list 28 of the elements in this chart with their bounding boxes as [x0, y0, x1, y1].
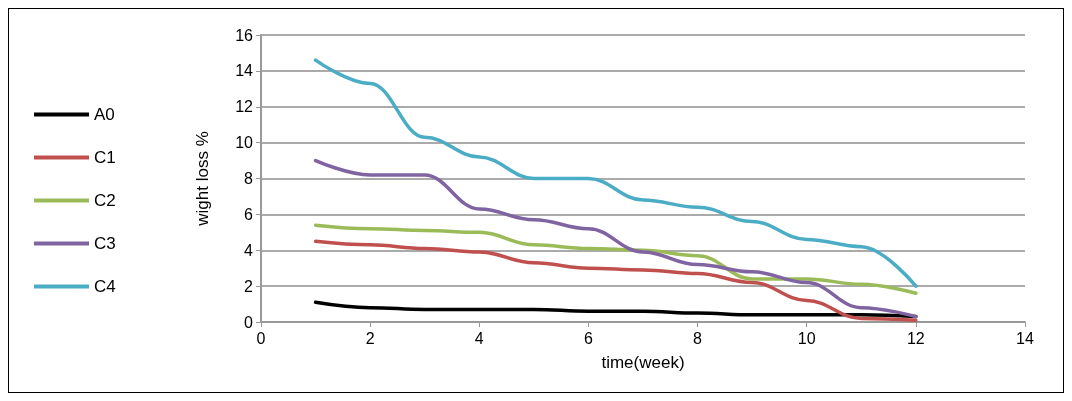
y-tick-label: 8	[244, 170, 254, 187]
x-tick-label: 10	[797, 329, 816, 347]
line-series	[313, 239, 918, 322]
y-tick-label: 14	[235, 62, 254, 80]
line-series	[313, 58, 918, 288]
x-tick-label: 8	[693, 329, 703, 347]
y-tick-label: 2	[244, 277, 254, 295]
line-series	[313, 223, 918, 296]
legend-label: C2	[94, 191, 116, 210]
legend-label: C4	[94, 277, 116, 296]
y-tick-label: 0	[244, 313, 254, 331]
x-tick-label: 2	[365, 329, 375, 347]
line-series	[313, 158, 918, 319]
x-tick-label: 4	[474, 329, 484, 347]
x-tick-label: 12	[906, 329, 925, 347]
legend-label: A0	[94, 105, 115, 124]
y-tick-label: 10	[235, 134, 254, 152]
x-tick-label: 0	[256, 329, 266, 347]
x-tick-label: 14	[1016, 329, 1034, 347]
legend-label: C1	[94, 148, 116, 167]
y-tick-label: 16	[235, 26, 254, 44]
y-tick-label: 12	[235, 98, 254, 116]
x-tick-label: 6	[583, 329, 593, 347]
x-axis-title: time(week)	[601, 353, 685, 372]
y-tick-label: 6	[244, 205, 254, 223]
y-tick-label: 4	[244, 241, 254, 259]
y-axis-title: wight loss %	[193, 131, 212, 227]
legend-label: C3	[94, 234, 116, 253]
